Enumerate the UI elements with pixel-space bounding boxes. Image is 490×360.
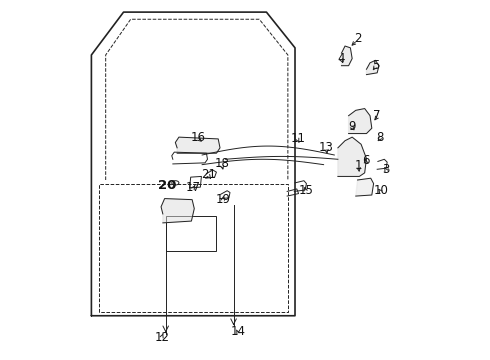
Polygon shape [342,46,352,66]
Text: 21: 21 [201,168,216,181]
Text: 2: 2 [354,32,361,45]
Polygon shape [348,109,372,134]
Text: 9: 9 [348,120,356,133]
Text: 4: 4 [338,52,345,65]
Text: 12: 12 [155,331,170,344]
Text: 11: 11 [291,132,305,145]
Text: 13: 13 [319,141,334,154]
Text: 8: 8 [376,131,384,144]
Polygon shape [175,137,220,153]
Text: 20: 20 [158,179,177,192]
Text: 1: 1 [355,159,362,172]
Bar [167,216,217,251]
Polygon shape [367,60,379,75]
Text: 5: 5 [372,59,379,72]
Text: 17: 17 [186,181,201,194]
Text: 7: 7 [373,109,381,122]
Text: 19: 19 [215,193,230,206]
Text: 3: 3 [382,163,390,176]
Text: 14: 14 [230,325,245,338]
Text: 6: 6 [362,154,369,167]
Polygon shape [161,199,194,223]
Text: 10: 10 [373,184,388,197]
Text: 18: 18 [214,157,229,170]
Text: 15: 15 [298,184,313,197]
Polygon shape [338,137,367,176]
Polygon shape [356,178,373,196]
Text: 16: 16 [191,131,206,144]
